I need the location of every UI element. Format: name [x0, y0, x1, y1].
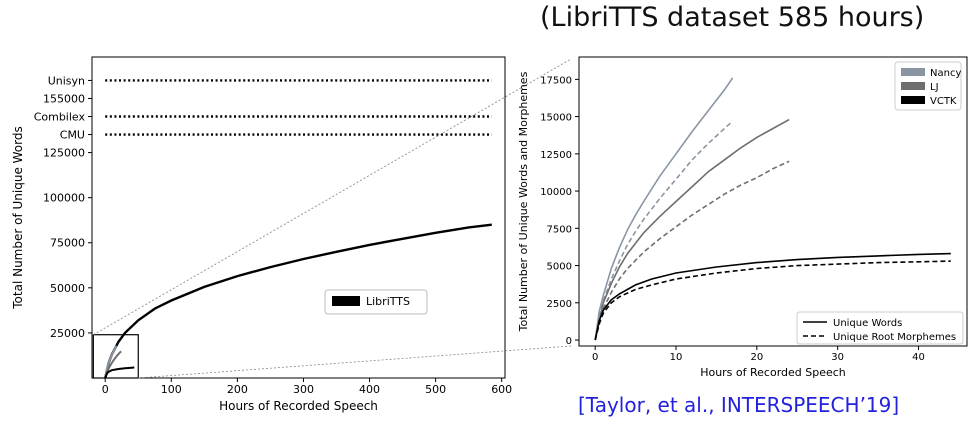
legend-label-solid: Unique Words [833, 318, 902, 329]
left-y-tick-label: 25000 [50, 327, 85, 340]
left-y-tick-label: 155000 [43, 92, 85, 105]
right-x-tick-label: 40 [912, 352, 925, 363]
legend-label-vctk: VCTK [930, 96, 957, 107]
right-legend-datasets: Nancy LJ VCTK [894, 61, 962, 111]
left-x-tick-label: 300 [293, 383, 314, 396]
legend-label-libritts: LibriTTS [366, 295, 410, 308]
citation: [Taylor, et al., INTERSPEECH’19] [578, 393, 900, 417]
slide-heading: (LibriTTS dataset 585 hours) [540, 2, 925, 33]
left-plot-frame [91, 56, 506, 379]
series-line-libritts [104, 223, 492, 379]
legend-swatch-nancy [901, 68, 925, 76]
right-y-tick-label: 5000 [547, 262, 572, 273]
left-y-axis-label: Total Number of Unique Words [11, 126, 25, 309]
right-y-tick-label: 0 [566, 336, 572, 347]
left-x-tick-label: 100 [161, 383, 182, 396]
right-x-tick-label: 20 [750, 352, 763, 363]
right-y-tick-label: 12500 [540, 150, 572, 161]
left-chart: 0 100 200 300 400 500 600 25000 50000 75000 100000… [11, 56, 512, 413]
legend-swatch-libritts [332, 296, 360, 306]
series-line-nancy-words [594, 77, 734, 341]
legend-swatch-vctk [901, 96, 925, 104]
legend-label-nancy: Nancy [930, 68, 961, 79]
reference-line-label: CMU [60, 129, 85, 142]
legend-label-lj: LJ [930, 82, 939, 93]
left-y-tick-label: 75000 [50, 237, 85, 250]
series-line-vctk-morphemes [594, 260, 951, 341]
right-legend-linestyles: Unique Words Unique Root Morphemes [796, 311, 964, 345]
series-line-lj-morphemes [594, 160, 790, 341]
left-x-tick-label: 0 [102, 383, 109, 396]
right-chart: 0 10 20 30 40 0 2500 5000 7500 10000 12500 15000 175… [517, 56, 968, 379]
right-y-tick-label: 15000 [540, 113, 572, 124]
left-x-tick-label: 500 [425, 383, 446, 396]
right-x-tick-label: 10 [670, 352, 683, 363]
right-y-tick-label: 17500 [540, 75, 572, 86]
reference-line-label: Combilex [34, 111, 86, 124]
left-x-tick-label: 200 [227, 383, 248, 396]
reference-line-label: Unisyn [48, 74, 85, 87]
left-y-tick-label: 50000 [50, 282, 85, 295]
right-y-tick-label: 7500 [547, 224, 572, 235]
left-legend: LibriTTS [324, 289, 428, 315]
right-y-tick-label: 10000 [540, 187, 572, 198]
left-y-tick-label: 100000 [43, 192, 85, 205]
series-line-vctk-words [594, 252, 951, 341]
zoom-connectors [93, 58, 572, 379]
left-y-tick-label: 125000 [43, 147, 85, 160]
left-x-tick-label: 400 [359, 383, 380, 396]
zoom-connector-bottom [138, 345, 572, 379]
legend-swatch-lj [901, 82, 925, 90]
zoom-inset-box [92, 334, 139, 379]
right-y-tick-label: 2500 [547, 299, 572, 310]
left-x-tick-label: 600 [491, 383, 512, 396]
left-x-axis-label: Hours of Recorded Speech [219, 399, 378, 413]
legend-label-dashed: Unique Root Morphemes [833, 332, 956, 343]
right-x-axis-label: Hours of Recorded Speech [700, 366, 846, 379]
right-x-tick-label: 0 [592, 352, 598, 363]
series-line-lj-words [594, 118, 790, 341]
right-x-tick-label: 30 [831, 352, 844, 363]
right-legend-linestyles-frame [796, 311, 964, 345]
right-y-axis-label: Total Number of Unique Words and Morphem… [517, 71, 530, 332]
inset-series-line [104, 366, 135, 379]
